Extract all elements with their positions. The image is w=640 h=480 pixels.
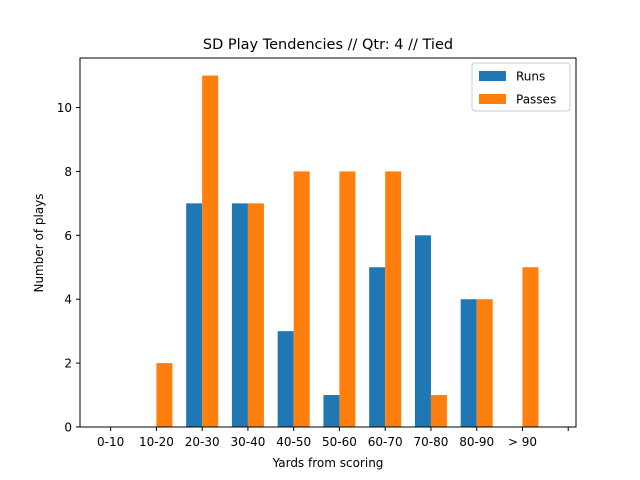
x-tick-label: 70-80	[414, 435, 449, 449]
x-tick-label: 20-30	[185, 435, 220, 449]
bar-runs-4	[277, 331, 294, 427]
bar-passes-7	[430, 395, 447, 427]
bar-passes-4	[293, 171, 310, 427]
chart-title: SD Play Tendencies // Qtr: 4 // Tied	[203, 37, 453, 53]
bar-runs-5	[323, 395, 340, 427]
x-tick-label: 60-70	[368, 435, 403, 449]
x-tick-label: 80-90	[459, 435, 494, 449]
axes-layer: 0 2 4 6 8 10 0-10 10-20 20-30 30-40 40-50 50-60 60-7…	[57, 57, 577, 449]
y-tick-label: 4	[64, 293, 72, 307]
legend-swatch-runs	[479, 71, 506, 81]
y-tick-label: 10	[57, 101, 72, 115]
bar-runs-2	[186, 203, 203, 427]
legend-label-passes: Passes	[516, 93, 556, 107]
bar-runs-8	[460, 299, 477, 427]
y-tick-label: 2	[64, 357, 72, 371]
bar-passes-8	[476, 299, 493, 427]
y-tick-label: 8	[64, 165, 72, 179]
bar-passes-2	[202, 75, 219, 427]
x-tick-label: > 90	[508, 435, 537, 449]
bar-runs-6	[369, 267, 386, 427]
x-tick-label: 40-50	[276, 435, 311, 449]
x-tick-label: 10-20	[139, 435, 174, 449]
bars-layer	[156, 75, 539, 427]
x-tick-label: 50-60	[322, 435, 357, 449]
bar-passes-6	[385, 171, 402, 427]
x-tick-label: 30-40	[230, 435, 265, 449]
y-axis-label: Number of plays	[32, 193, 46, 292]
legend: Runs Passes	[471, 62, 571, 112]
bar-runs-7	[414, 235, 431, 427]
y-tick-label: 6	[64, 229, 72, 243]
bar-passes-3	[247, 203, 264, 427]
bar-passes-1	[156, 363, 173, 427]
x-axis-label: Yards from scoring	[272, 456, 384, 470]
legend-swatch-passes	[479, 94, 506, 104]
x-tick-label: 0-10	[97, 435, 124, 449]
y-tick-label: 0	[64, 421, 72, 435]
legend-label-runs: Runs	[516, 70, 545, 84]
bar-passes-5	[339, 171, 356, 427]
bar-runs-3	[231, 203, 248, 427]
bar-passes-9	[522, 267, 539, 427]
plot-frame	[79, 57, 577, 428]
